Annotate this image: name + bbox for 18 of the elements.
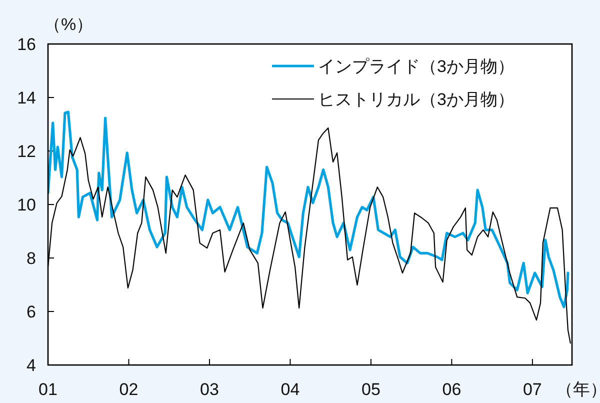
y-tick-label: 6 <box>26 302 36 322</box>
x-tick-label: 01 <box>38 380 58 399</box>
y-axis-title: （%） <box>44 15 94 34</box>
x-tick-label: 05 <box>361 380 380 399</box>
x-tick-label: 07 <box>522 380 542 399</box>
y-tick-label: 14 <box>17 88 36 108</box>
y-tick-label: 10 <box>17 196 36 214</box>
y-tick-label: 8 <box>26 249 36 268</box>
y-tick-label: 16 <box>17 35 36 54</box>
y-tick-label: 12 <box>17 142 36 161</box>
y-tick-label: 4 <box>26 356 36 375</box>
x-tick-label: 02 <box>119 380 138 399</box>
legend-label: ヒストリカル（3か月物） <box>318 90 514 109</box>
x-tick-label: 04 <box>280 380 300 399</box>
legend-label: インプライド（3か月物） <box>318 57 514 76</box>
x-tick-label: 06 <box>442 380 462 399</box>
x-axis-title: （年） <box>556 380 600 399</box>
x-tick-label: 03 <box>200 380 219 399</box>
